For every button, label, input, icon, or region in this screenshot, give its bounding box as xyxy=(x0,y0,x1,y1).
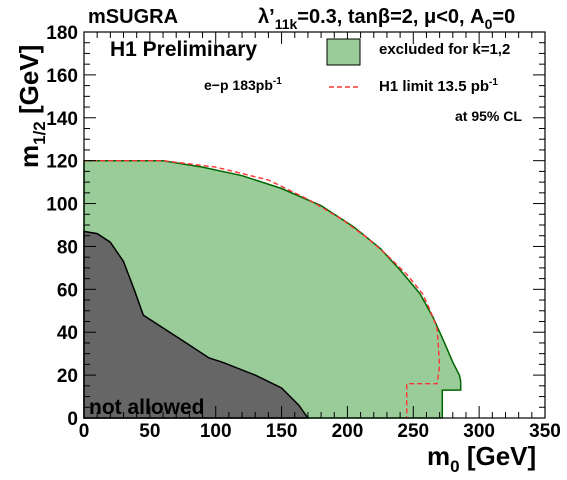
header-lambda-sub: 11k xyxy=(275,16,298,32)
legend-limit-text: H1 limit 13.5 pb xyxy=(379,78,489,95)
legend-cl-label: at 95% CL xyxy=(455,108,522,124)
y-tick-label: 120 xyxy=(46,152,78,173)
region-layer xyxy=(83,159,462,419)
y-axis-label-sub: 1/2 xyxy=(30,121,49,145)
y-tick-label: 160 xyxy=(46,66,78,87)
y-axis-label-main: m xyxy=(14,145,44,168)
x-axis-label-main: m xyxy=(427,441,450,471)
lumi-label: e−p 183pb-1 xyxy=(204,76,282,93)
x-tick-label: 50 xyxy=(139,421,160,442)
not-allowed-region xyxy=(83,230,310,419)
x-tick-label: 300 xyxy=(463,421,495,442)
x-tick-label: 250 xyxy=(397,421,429,442)
x-axis-label: m0 [GeV] xyxy=(427,441,536,476)
y-tick-label: 40 xyxy=(57,323,78,344)
x-tick-label: 150 xyxy=(266,421,298,442)
y-axis-label-unit: [GeV] xyxy=(14,45,44,122)
legend-excluded-swatch xyxy=(326,38,361,66)
h1-limit-line xyxy=(84,159,441,418)
y-tick-label: 140 xyxy=(46,109,78,130)
y-tick-label: 60 xyxy=(57,280,78,301)
y-axis-label: m1/2 [GeV] xyxy=(14,45,49,168)
lumi-sup: -1 xyxy=(273,76,282,87)
axes-layer: 0 50 100 150 200 250 300 350 0 20 40 60 80 100 120 140 1… xyxy=(46,23,561,442)
legend-limit-label: H1 limit 13.5 pb-1 xyxy=(379,77,498,95)
header-tail: =0 xyxy=(492,6,515,28)
header-params: =0.3, tanβ=2, μ<0, A xyxy=(297,6,484,28)
chart-title: H1 Preliminary xyxy=(110,38,257,61)
header-left: mSUGRA xyxy=(88,6,178,28)
header-a-sub: 0 xyxy=(485,16,493,32)
not-allowed-label: not allowed xyxy=(89,396,205,419)
y-tick-label: 180 xyxy=(46,23,78,44)
header-lambda: λ’ xyxy=(258,6,275,28)
x-tick-label: 350 xyxy=(529,421,561,442)
y-tick-label: 20 xyxy=(57,366,78,387)
y-tick-label: 100 xyxy=(46,195,78,216)
header-right: λ’11k=0.3, tanβ=2, μ<0, A0=0 xyxy=(258,6,515,32)
lumi-text: e−p 183pb xyxy=(204,77,273,93)
x-tick-label: 100 xyxy=(200,421,232,442)
legend-limit-sup: -1 xyxy=(489,77,498,88)
x-axis-label-sub: 0 xyxy=(450,457,459,476)
x-tick-label: 0 xyxy=(79,421,90,442)
legend-excluded-label: excluded for k=1,2 xyxy=(379,41,510,58)
y-tick-label: 0 xyxy=(67,409,78,430)
y-tick-label: 80 xyxy=(57,237,78,258)
x-axis-label-unit: [GeV] xyxy=(460,441,537,471)
x-tick-label: 200 xyxy=(332,421,364,442)
